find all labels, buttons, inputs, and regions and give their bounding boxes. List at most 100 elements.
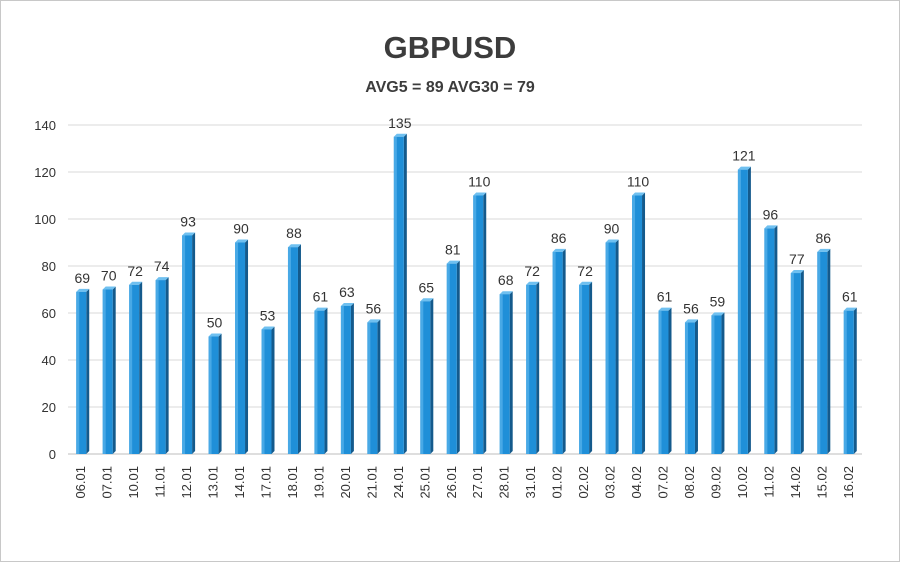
gridlines xyxy=(68,124,862,455)
y-axis: 0 20 40 60 80 100 120 140 xyxy=(34,118,56,462)
x-tick-label: 19.01 xyxy=(311,466,326,499)
data-label: 90 xyxy=(604,221,620,237)
bar xyxy=(393,133,407,454)
data-label: 110 xyxy=(468,174,491,190)
bar xyxy=(843,307,857,454)
x-tick-label: 07.01 xyxy=(100,466,115,499)
bar xyxy=(208,333,222,454)
x-tick-label: 11.01 xyxy=(153,466,168,498)
bar xyxy=(367,319,381,454)
y-tick-label: 140 xyxy=(34,118,56,133)
data-label: 69 xyxy=(74,270,90,286)
bar xyxy=(473,192,487,454)
data-label: 77 xyxy=(789,251,805,267)
data-label: 56 xyxy=(366,300,382,316)
bar xyxy=(182,232,196,454)
bar xyxy=(499,291,513,454)
x-tick-label: 11.02 xyxy=(761,466,776,498)
x-tick-label: 17.01 xyxy=(259,466,274,499)
x-tick-label: 10.01 xyxy=(126,466,141,499)
data-label: 72 xyxy=(577,263,593,279)
bar xyxy=(340,302,354,454)
x-tick-label: 26.01 xyxy=(444,466,459,499)
data-label: 135 xyxy=(388,115,412,131)
bar xyxy=(605,239,619,454)
data-label: 61 xyxy=(657,289,673,305)
data-label: 121 xyxy=(732,148,756,164)
x-tick-label: 16.02 xyxy=(841,466,856,499)
x-tick-label: 12.01 xyxy=(179,466,194,499)
bar xyxy=(129,281,143,454)
data-label: 93 xyxy=(180,213,196,229)
y-tick-label: 20 xyxy=(42,400,56,415)
x-tick-label: 24.01 xyxy=(391,466,406,499)
data-label: 81 xyxy=(445,242,461,258)
data-label: 61 xyxy=(313,289,329,305)
bar xyxy=(737,166,751,454)
x-tick-label: 03.02 xyxy=(603,466,618,499)
y-tick-label: 80 xyxy=(42,259,56,274)
x-tick-label: 01.02 xyxy=(550,466,565,499)
y-tick-label: 40 xyxy=(42,353,56,368)
data-label: 68 xyxy=(498,272,514,288)
data-label: 74 xyxy=(154,258,170,274)
bars xyxy=(76,133,857,454)
x-tick-label: 07.02 xyxy=(656,466,671,499)
bar xyxy=(420,298,434,454)
x-tick-label: 27.01 xyxy=(470,466,485,499)
x-tick-label: 14.01 xyxy=(232,466,247,499)
data-label: 53 xyxy=(260,307,276,323)
chart-title: GBPUSD xyxy=(383,30,517,65)
x-tick-label: 10.02 xyxy=(735,466,750,499)
bar xyxy=(155,277,169,454)
data-label: 61 xyxy=(842,289,858,305)
bar xyxy=(235,239,249,454)
bar xyxy=(711,312,725,454)
bar xyxy=(287,244,301,454)
x-tick-label: 21.01 xyxy=(364,466,379,499)
x-tick-label: 08.02 xyxy=(682,466,697,499)
bar xyxy=(658,307,672,454)
data-label: 72 xyxy=(127,263,143,279)
x-tick-label: 09.02 xyxy=(708,466,723,499)
bar xyxy=(76,288,90,454)
chart-subtitle: AVG5 = 89 AVG30 = 79 xyxy=(365,79,535,96)
x-tick-label: 25.01 xyxy=(417,466,432,499)
data-label: 110 xyxy=(627,174,650,190)
x-tick-label: 31.01 xyxy=(523,466,538,499)
x-tick-label: 14.02 xyxy=(788,466,803,499)
data-label: 65 xyxy=(419,279,435,295)
bar xyxy=(684,319,698,454)
data-label: 70 xyxy=(101,268,117,284)
data-label: 86 xyxy=(816,230,832,246)
data-label: 88 xyxy=(286,225,302,241)
y-tick-label: 120 xyxy=(34,165,56,180)
bar xyxy=(526,281,540,454)
data-label: 96 xyxy=(763,206,779,222)
y-tick-label: 60 xyxy=(42,306,56,321)
bar xyxy=(314,307,328,454)
bar xyxy=(102,286,116,454)
data-label: 86 xyxy=(551,230,567,246)
bar xyxy=(552,248,566,454)
data-label: 63 xyxy=(339,284,355,300)
bar xyxy=(764,225,778,454)
bar xyxy=(790,270,804,454)
data-label: 72 xyxy=(524,263,540,279)
data-labels: 69 70 72 74 93 50 90 53 88 61 63 56 135 65 81 110 68 72 86… xyxy=(74,115,857,331)
y-tick-label: 0 xyxy=(49,447,56,462)
x-tick-label: 13.01 xyxy=(206,466,221,499)
data-label: 90 xyxy=(233,221,249,237)
x-tick-label: 20.01 xyxy=(338,466,353,499)
x-tick-label: 15.02 xyxy=(814,466,829,499)
bar xyxy=(446,260,460,454)
data-label: 50 xyxy=(207,315,223,331)
x-tick-label: 06.01 xyxy=(73,466,88,499)
bar xyxy=(261,326,275,454)
bar xyxy=(579,281,593,454)
bar xyxy=(817,248,831,454)
y-tick-label: 100 xyxy=(34,212,56,227)
x-axis: 06.01 07.01 10.01 11.01 12.01 13.01 14.01 17.01… xyxy=(73,466,856,499)
x-tick-label: 04.02 xyxy=(629,466,644,499)
